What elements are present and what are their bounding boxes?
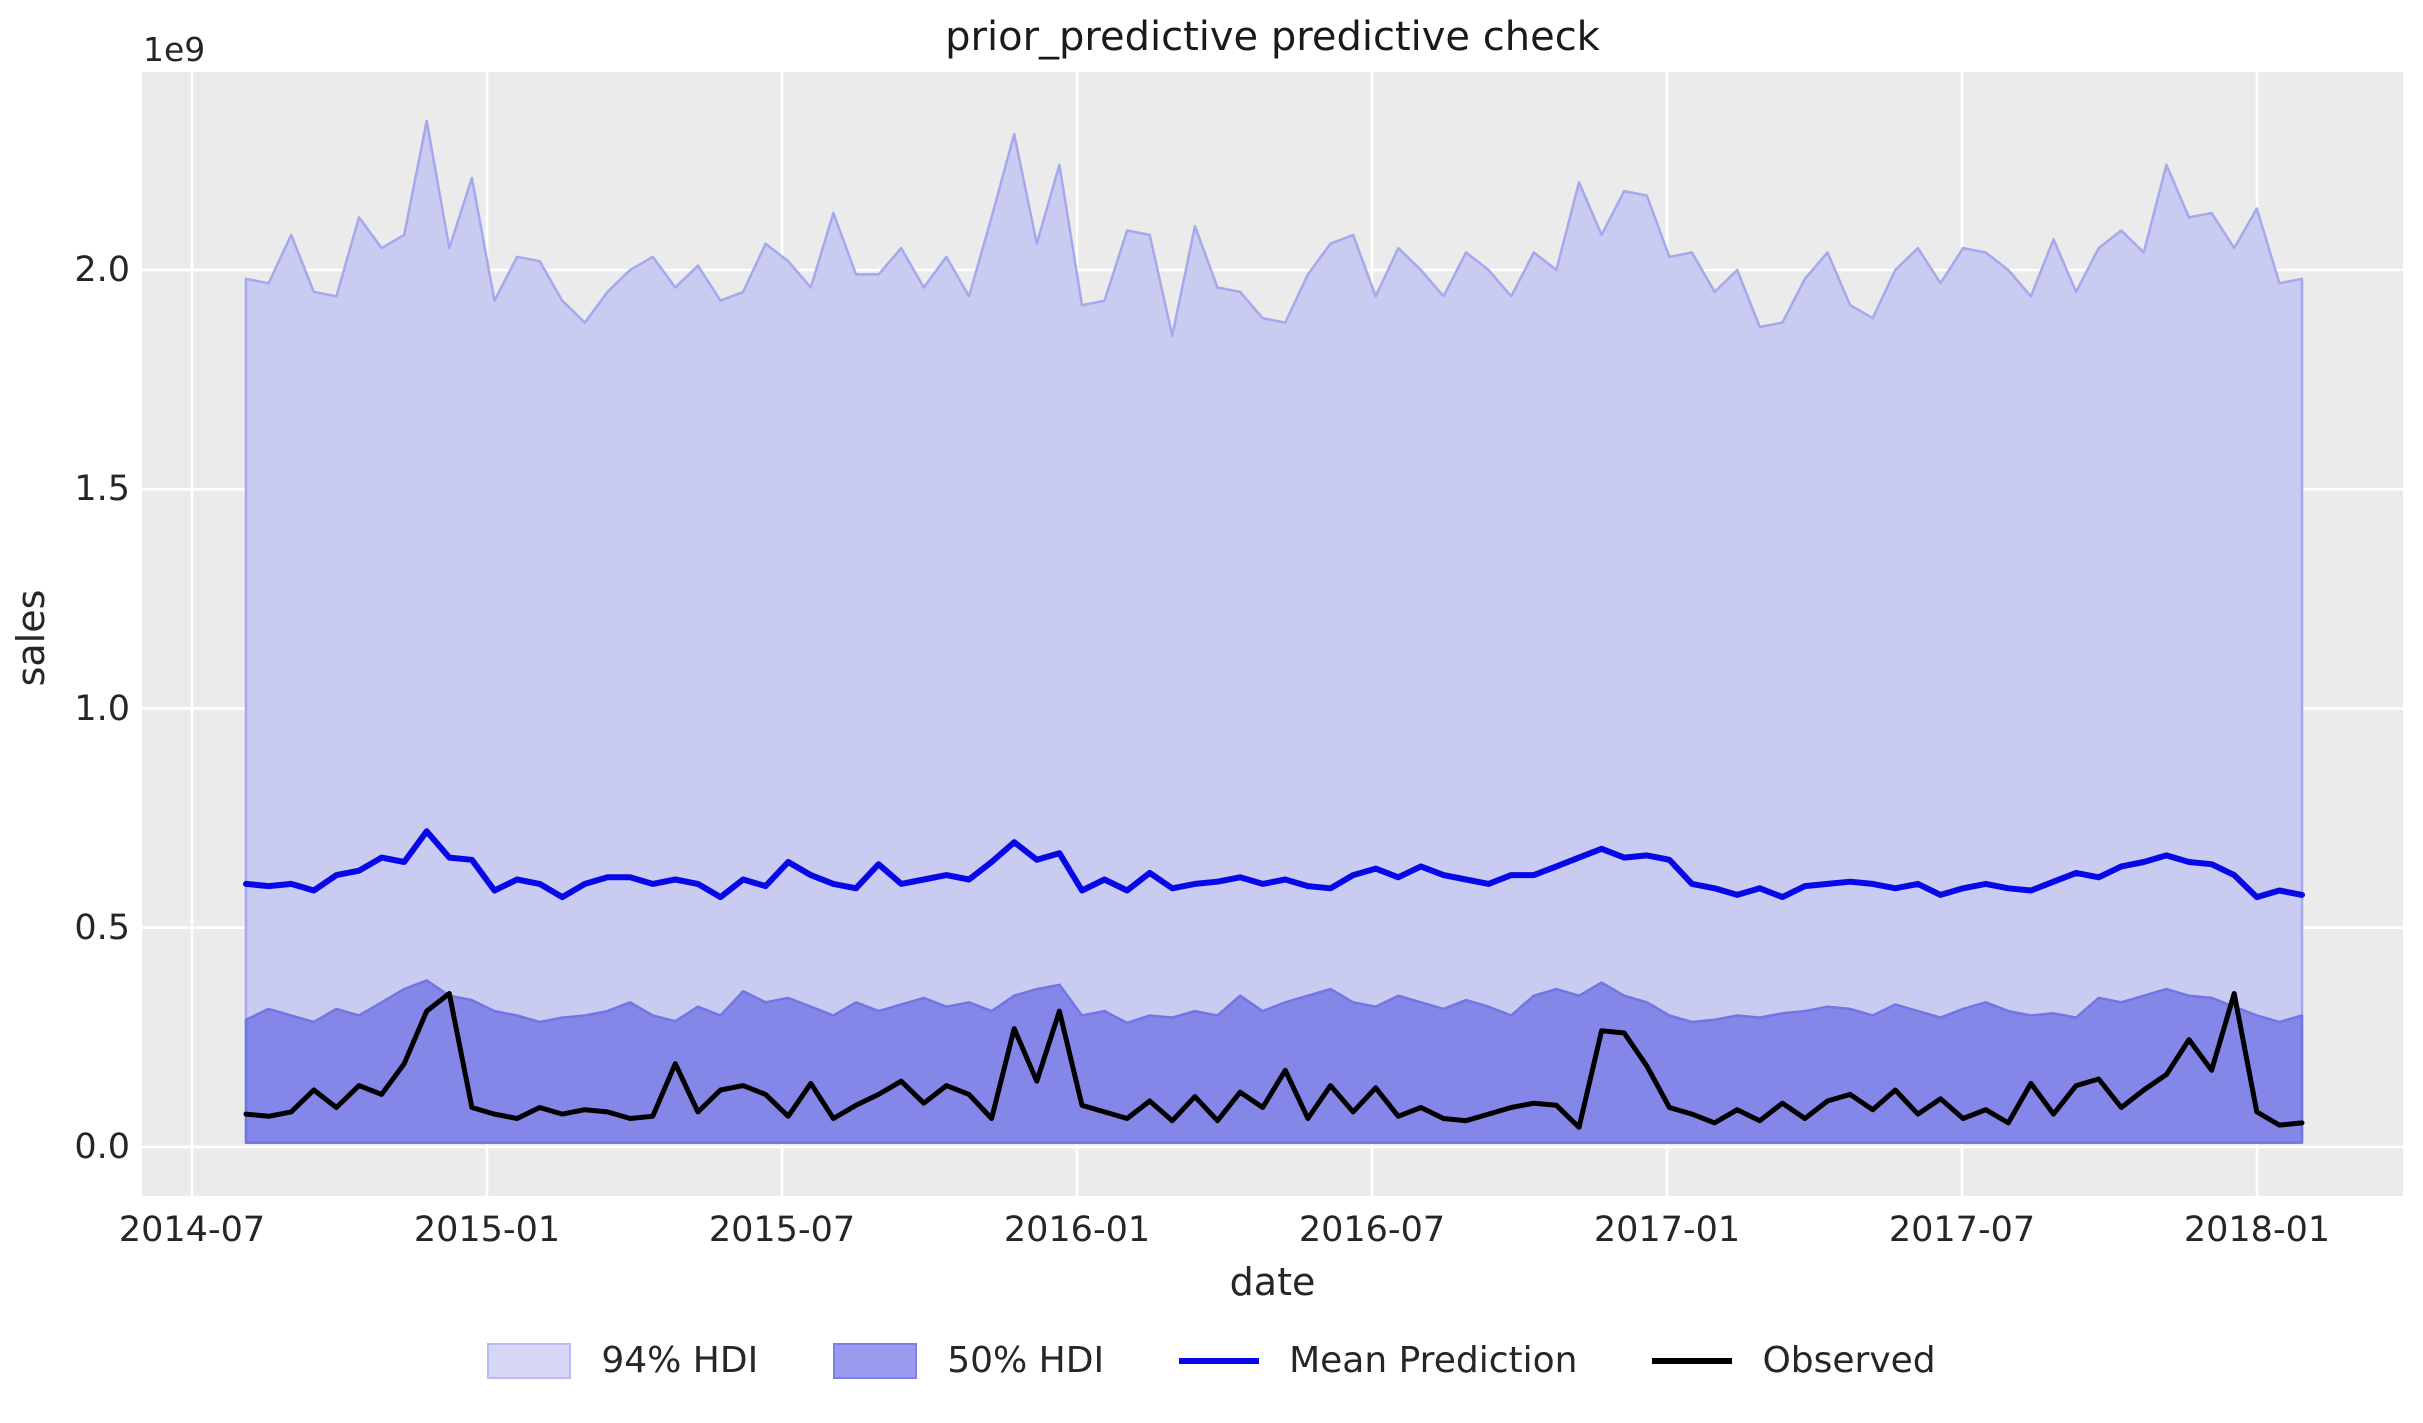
x-axis-label: date xyxy=(1229,1260,1316,1304)
hdi50-swatch-icon xyxy=(833,1342,918,1379)
y-tick-label: 2.0 xyxy=(74,250,130,290)
y-tick-label: 1.5 xyxy=(74,469,130,510)
y-tick-label: 1.0 xyxy=(74,688,130,729)
y-axis-label: sales xyxy=(9,589,53,687)
x-tick-label: 2015-01 xyxy=(413,1210,561,1250)
legend-label: 50% HDI xyxy=(947,1340,1105,1381)
x-tick-label: 2014-07 xyxy=(118,1210,266,1250)
y-tick-label: 0.0 xyxy=(74,1127,130,1167)
chart-canvas xyxy=(142,72,2403,1196)
legend-item-observed: Observed xyxy=(1652,1340,1936,1381)
legend-label: 94% HDI xyxy=(601,1340,759,1381)
y-tick-label: 0.5 xyxy=(74,907,130,948)
legend-item-mean-prediction: Mean Prediction xyxy=(1179,1340,1577,1381)
legend-item-50-hdi: 50% HDI xyxy=(833,1340,1104,1381)
legend: 94% HDI 50% HDI Mean Prediction Observed xyxy=(0,1340,2423,1381)
legend-label: Mean Prediction xyxy=(1289,1340,1578,1381)
legend-item-94-hdi: 94% HDI xyxy=(487,1340,758,1381)
hdi94-swatch-icon xyxy=(487,1342,572,1379)
observed-line-swatch-icon xyxy=(1652,1357,1733,1364)
x-tick-label: 2017-01 xyxy=(1593,1210,1741,1250)
mean-line-swatch-icon xyxy=(1179,1357,1260,1364)
legend-label: Observed xyxy=(1762,1340,1936,1381)
plot-area xyxy=(142,72,2403,1196)
x-tick-label: 2017-07 xyxy=(1888,1210,2036,1250)
y-axis-offset-label: 1e9 xyxy=(143,30,206,69)
x-tick-label: 2015-07 xyxy=(708,1210,856,1250)
x-tick-label: 2016-01 xyxy=(1003,1210,1151,1250)
x-tick-label: 2018-01 xyxy=(2183,1210,2331,1250)
x-tick-label: 2016-07 xyxy=(1298,1210,1446,1250)
plot-title: prior_predictive predictive check xyxy=(945,14,1600,60)
